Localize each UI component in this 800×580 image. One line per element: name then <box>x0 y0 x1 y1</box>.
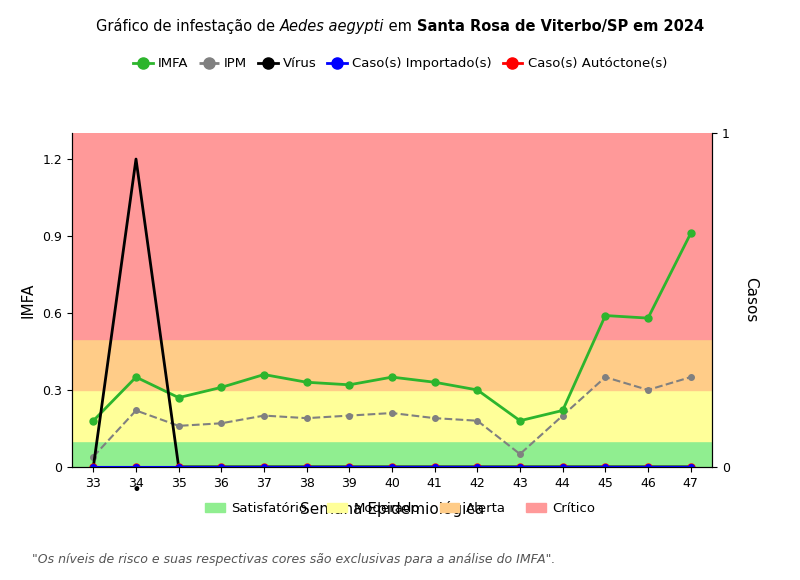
Text: Aedes aegypti: Aedes aegypti <box>280 19 384 34</box>
Bar <box>72 339 712 390</box>
Text: Santa Rosa de Viterbo/SP: Santa Rosa de Viterbo/SP <box>417 19 628 34</box>
Text: "Os níveis de risco e suas respectivas cores são exclusivas para a análise do IM: "Os níveis de risco e suas respectivas c… <box>32 553 555 566</box>
Bar <box>72 390 712 441</box>
Legend: IMFA, IPM, Vírus, Caso(s) Importado(s), Caso(s) Autóctone(s): IMFA, IPM, Vírus, Caso(s) Importado(s), … <box>128 52 672 75</box>
Bar <box>72 133 712 339</box>
Text: Gráfico de infestação de: Gráfico de infestação de <box>96 18 280 34</box>
Y-axis label: Casos: Casos <box>744 277 758 323</box>
Text: •: • <box>131 481 141 499</box>
Legend: Satisfatório, Moderado, Alerta, Crítico: Satisfatório, Moderado, Alerta, Crítico <box>199 497 601 521</box>
Text: em: em <box>384 19 417 34</box>
X-axis label: Semana Epidemiológica: Semana Epidemiológica <box>300 501 484 517</box>
Y-axis label: IMFA: IMFA <box>21 282 35 318</box>
Bar <box>72 441 712 467</box>
Text: em 2024: em 2024 <box>628 19 704 34</box>
